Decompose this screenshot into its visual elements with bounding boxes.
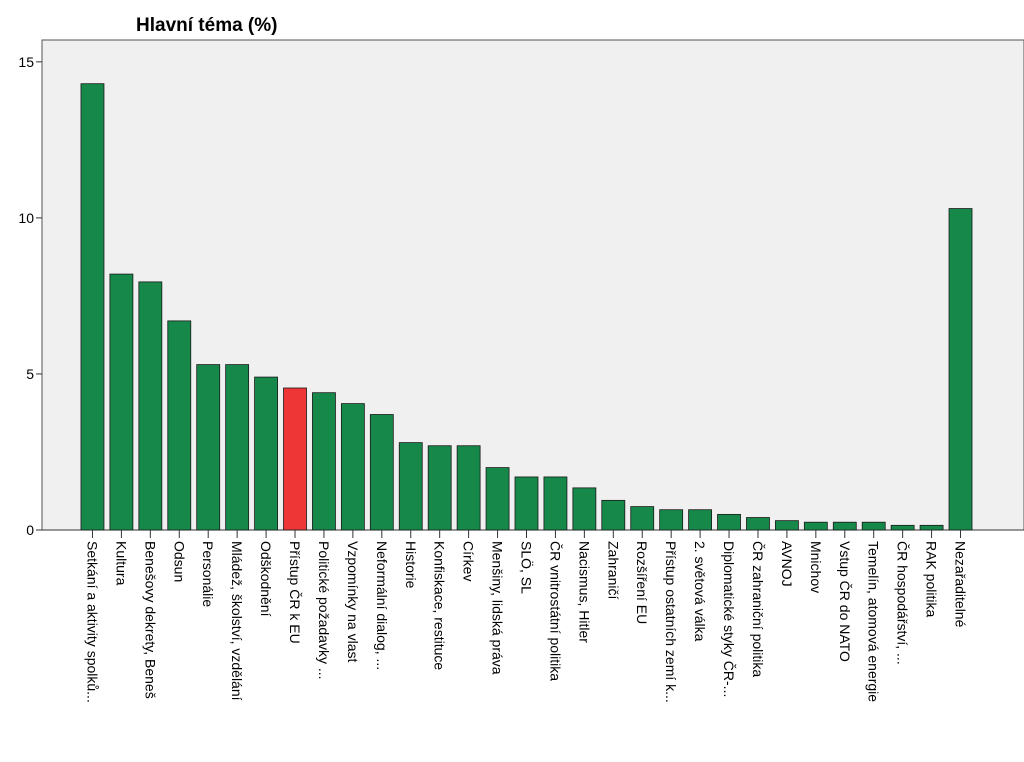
y-tick-label: 0 <box>26 522 34 538</box>
bar <box>601 499 626 531</box>
bar <box>514 476 539 531</box>
bar <box>803 521 828 531</box>
x-category-label: SLÖ, SL <box>518 541 535 594</box>
x-category-label: 2. světová válka <box>692 541 708 642</box>
bar <box>861 521 886 531</box>
bar <box>254 376 278 531</box>
bar <box>630 506 655 531</box>
bar <box>283 387 307 531</box>
x-category-label: Církev <box>461 541 477 581</box>
bar <box>138 281 163 531</box>
bar <box>688 509 712 531</box>
bar <box>543 476 568 531</box>
bar <box>225 364 250 531</box>
bar <box>167 320 192 531</box>
bar <box>746 517 770 531</box>
bar <box>196 364 221 531</box>
y-tick-label: 10 <box>18 210 34 226</box>
bar <box>485 467 510 531</box>
bar <box>948 208 973 531</box>
x-category-label: Odsun <box>171 541 187 582</box>
x-category-label: Benešovy dekrety, Beneš <box>142 541 158 699</box>
bar <box>340 403 365 531</box>
bar <box>312 392 336 531</box>
x-category-label: ČR vnitrostátní politika <box>547 541 563 681</box>
bar <box>775 520 799 531</box>
x-category-label: Vstup ČR do NATO <box>837 541 853 662</box>
x-category-label: Zahraničí <box>605 541 621 599</box>
x-category-label: Nezařaditelné <box>953 541 969 628</box>
bar <box>80 83 105 531</box>
x-category-label: Menšiny, lidská práva <box>490 541 506 675</box>
x-category-label: Politické požadavky ... <box>316 541 332 680</box>
bar <box>109 273 134 531</box>
x-category-label: RAK politika <box>924 541 940 617</box>
y-tick-label: 5 <box>26 366 34 382</box>
x-category-label: Mládež, školství, vzdělání <box>229 541 245 701</box>
bars-group <box>80 83 973 531</box>
bar <box>427 445 452 531</box>
x-category-label: Temelín, atomová energie <box>866 541 882 702</box>
bar <box>919 524 944 531</box>
bar <box>832 521 857 531</box>
x-category-label: Nacismus, Hitler <box>576 541 592 643</box>
x-category-label: Kultura <box>113 541 129 586</box>
x-axis: Setkání a aktivity spolků... Kultura Beneš… <box>84 530 969 703</box>
x-category-label: Rozšíření EU <box>634 541 650 624</box>
x-category-label: ČR hospodářství, ... <box>895 541 911 665</box>
x-category-label: Setkání a aktivity spolků... <box>84 541 100 703</box>
bar <box>572 487 597 531</box>
bar <box>369 414 394 531</box>
x-category-label: AVNOJ <box>779 541 795 587</box>
x-category-label: Přístup ČR k EU <box>287 541 303 644</box>
x-category-label: Personálie <box>200 541 216 607</box>
y-tick-label: 15 <box>18 54 34 70</box>
x-category-label: Neformální dialog, ... <box>374 541 390 670</box>
bar <box>890 524 915 531</box>
x-category-label: Konfiskace, restituce <box>432 541 448 670</box>
chart-title: Hlavní téma (%) <box>136 15 277 36</box>
x-category-label: ČR zahraniční politika <box>750 541 766 677</box>
bar <box>456 445 481 531</box>
bar <box>398 442 423 531</box>
x-category-label: Odškodnění <box>258 541 274 617</box>
x-category-label: Vzpomínky na vlast <box>345 541 361 662</box>
x-category-label: Diplomatické styky ČR-... <box>721 541 737 697</box>
bar <box>717 513 741 531</box>
x-category-label: Mnichov <box>808 541 824 593</box>
x-category-label: Historie <box>403 541 419 589</box>
bar <box>659 509 684 531</box>
x-category-label: Přístup ostatních zemí k... <box>663 541 679 703</box>
